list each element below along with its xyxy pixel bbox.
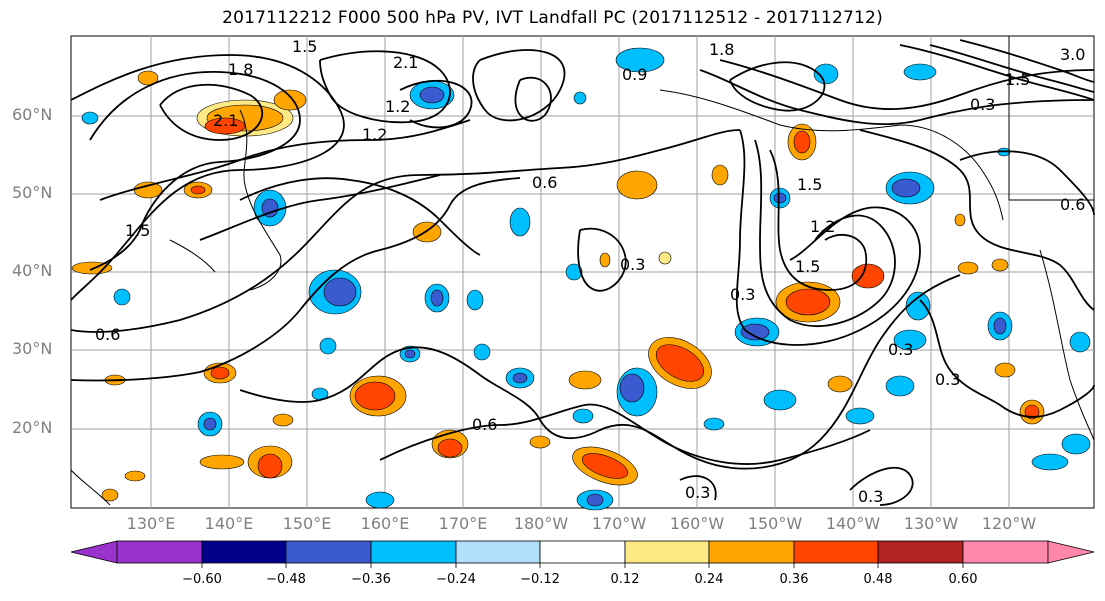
- colorbar-ticks: [201, 563, 964, 568]
- contour-label: 0.3: [888, 340, 913, 359]
- colorbar-tick-label: −0.12: [520, 572, 560, 587]
- contour-label: 1.2: [810, 217, 835, 236]
- contour-label: 1.2: [385, 97, 410, 116]
- colorbar-tick-label: 0.60: [948, 572, 978, 587]
- contour-label: 1.5: [125, 221, 150, 240]
- contour-label: 2.1: [393, 53, 418, 72]
- contour-label: 1.5: [1005, 70, 1030, 89]
- contour-label: 3.0: [1060, 45, 1085, 64]
- lon-label: 150°E: [282, 514, 332, 533]
- lat-label: 60°N: [12, 105, 53, 124]
- contour-label: 0.3: [620, 255, 645, 274]
- cold-anomaly: [81, 47, 1091, 511]
- contour-label-group: 1.5 1.8 2.1 2.1 1.2 1.5 1.2 0.6 1.8 1.5 …: [95, 37, 1085, 506]
- lon-label: 150°W: [747, 514, 803, 533]
- contour-label: 1.5: [797, 175, 822, 194]
- contour-label: 0.6: [1060, 195, 1085, 214]
- contour-label: 0.9: [622, 65, 647, 84]
- contour-label: 0.3: [858, 487, 883, 506]
- contour-label: 0.6: [95, 325, 120, 344]
- lat-label: 20°N: [12, 418, 53, 437]
- contour-label: 1.5: [292, 37, 317, 56]
- contour-label: 0.3: [970, 95, 995, 114]
- pv-shading: [71, 47, 1091, 511]
- lon-label: 140°E: [204, 514, 254, 533]
- lat-label: 40°N: [12, 261, 53, 280]
- contour-label: 1.5: [795, 257, 820, 276]
- lon-label: 180°W: [513, 514, 569, 533]
- lon-label: 170°W: [591, 514, 647, 533]
- lon-label: 130°W: [903, 514, 959, 533]
- lon-label: 140°W: [825, 514, 881, 533]
- colorbar-tick-label: 0.48: [863, 572, 893, 587]
- lat-label: 50°N: [12, 183, 53, 202]
- colorbar-tick-label: −0.48: [266, 572, 306, 587]
- contour-label: 0.6: [532, 173, 557, 192]
- colorbar-tick-label: −0.24: [436, 572, 476, 587]
- contour-label: 0.6: [472, 415, 497, 434]
- lat-label: 30°N: [12, 339, 53, 358]
- pv-contours: [70, 39, 1095, 506]
- lon-label: 160°E: [360, 514, 410, 533]
- colorbar: [70, 540, 1095, 568]
- contour-label: 0.3: [730, 285, 755, 304]
- contour-label: 1.2: [362, 125, 387, 144]
- colorbar-tick-label: 0.12: [610, 572, 640, 587]
- lon-label: 160°W: [669, 514, 725, 533]
- colorbar-tick-label: −0.60: [182, 572, 222, 587]
- lon-label: 130°E: [126, 514, 176, 533]
- contour-label: 1.8: [709, 40, 734, 59]
- colorbar-tick-label: −0.36: [351, 572, 391, 587]
- map-title: 2017112212 F000 500 hPa PV, IVT Landfall…: [222, 8, 883, 28]
- warm-anomaly: [71, 70, 1045, 502]
- contour-label: 0.3: [935, 370, 960, 389]
- contour-label: 0.3: [685, 483, 710, 502]
- colorbar-extend-high: [1047, 540, 1095, 564]
- lon-label: 170°E: [438, 514, 488, 533]
- colorbar-tick-label: 0.24: [694, 572, 724, 587]
- colorbar-extend-low: [70, 540, 118, 564]
- colorbar-tick-label: 0.36: [779, 572, 809, 587]
- lon-label: 120°W: [981, 514, 1037, 533]
- contour-label: 2.1: [213, 111, 238, 130]
- contour-label: 1.8: [228, 60, 253, 79]
- coastlines: [70, 36, 1095, 506]
